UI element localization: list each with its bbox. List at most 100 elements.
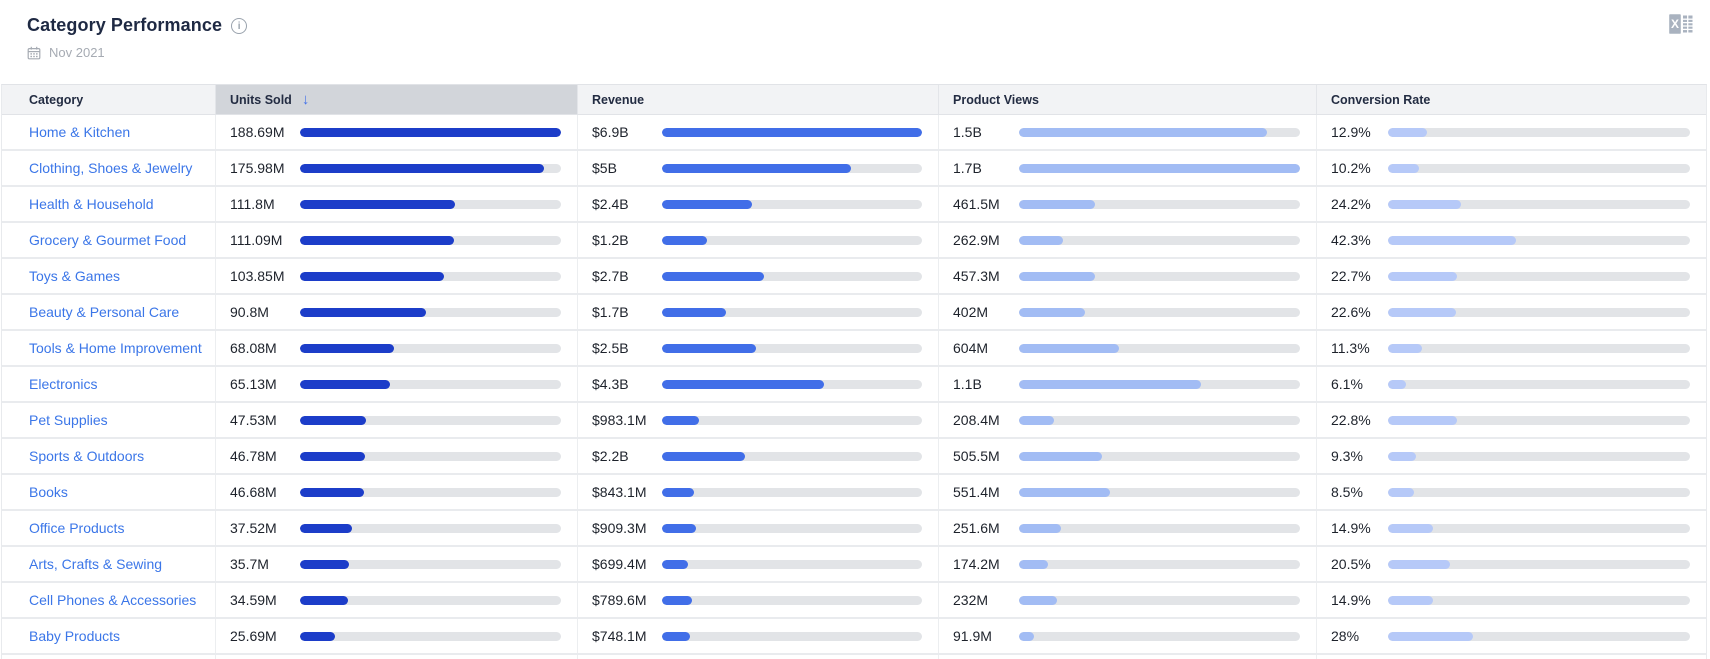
units-sold-bar-track <box>300 271 561 281</box>
revenue-bar-track <box>662 163 922 173</box>
table-row: Cell Phones & Accessories 34.59M $789.6M… <box>2 583 1706 619</box>
units-sold-value: 25.69M <box>230 628 277 644</box>
product-views-bar-track <box>1019 559 1300 569</box>
table-row: Office Products 37.52M $909.3M 251.6M 14… <box>2 511 1706 547</box>
product-views-bar-track <box>1019 631 1300 641</box>
info-icon[interactable]: i <box>231 18 248 34</box>
revenue-cell: $2.2B <box>577 439 938 473</box>
widget-header: Category Performance i Nov 2021 <box>0 0 1710 84</box>
conversion-rate-value: 8.5% <box>1331 484 1363 500</box>
svg-text:X: X <box>1671 17 1679 31</box>
units-sold-bar-track <box>300 451 561 461</box>
revenue-value: $789.6M <box>592 592 647 608</box>
units-sold-cell: 25.69M <box>215 619 577 653</box>
category-link[interactable]: Beauty & Personal Care <box>29 304 180 320</box>
conversion-rate-bar-track <box>1388 127 1690 137</box>
conversion-rate-bar-track <box>1388 307 1690 317</box>
conversion-rate-value: 22.8% <box>1331 412 1371 428</box>
conversion-rate-value: 24.2% <box>1331 196 1371 212</box>
conversion-rate-value: 11.3% <box>1331 340 1370 356</box>
category-cell: Grocery & Gourmet Food <box>2 223 215 257</box>
revenue-value: $5B <box>592 160 617 176</box>
product-views-bar-track <box>1019 487 1300 497</box>
conversion-rate-cell: 22.6% <box>1316 295 1706 329</box>
revenue-value: $983.1M <box>592 412 647 428</box>
units-sold-bar-track <box>300 127 561 137</box>
product-views-value: 1.1B <box>953 376 982 392</box>
revenue-value: $1.2B <box>592 232 629 248</box>
revenue-cell: $909.3M <box>577 511 938 545</box>
units-sold-cell: 103.85M <box>215 259 577 293</box>
category-link[interactable]: Home & Kitchen <box>29 124 131 140</box>
category-link[interactable]: Clothing, Shoes & Jewelry <box>29 160 193 176</box>
product-views-bar-track <box>1019 595 1300 605</box>
category-link[interactable]: Books <box>29 484 68 500</box>
revenue-bar-track <box>662 379 922 389</box>
product-views-value: 208.4M <box>953 412 1000 428</box>
column-header-product-views[interactable]: Product Views <box>938 85 1316 114</box>
category-link[interactable]: Baby Products <box>29 628 121 644</box>
product-views-bar <box>1019 595 1058 605</box>
conversion-rate-bar-track <box>1388 523 1690 533</box>
conversion-rate-value: 9.3% <box>1331 448 1363 464</box>
category-link[interactable]: Health & Household <box>29 196 154 212</box>
category-link[interactable]: Tools & Home Improvement <box>29 340 202 356</box>
product-views-cell: 402M <box>938 295 1316 329</box>
category-link[interactable]: Arts, Crafts & Sewing <box>29 556 163 572</box>
product-views-cell: 551.4M <box>938 475 1316 509</box>
units-sold-value: 111.8M <box>230 196 275 212</box>
units-sold-value: 47.53M <box>230 412 277 428</box>
category-cell: Tools & Home Improvement <box>2 331 215 365</box>
category-link[interactable]: Cell Phones & Accessories <box>29 592 197 608</box>
table-row: Clothing, Shoes & Jewelry 175.98M $5B 1.… <box>2 151 1706 187</box>
column-header-units-sold[interactable]: Units Sold ↓ <box>215 85 577 114</box>
revenue-bar-track <box>662 451 922 461</box>
units-sold-value: 37.52M <box>230 520 277 536</box>
table-row: Sports & Outdoors 46.78M $2.2B 505.5M 9.… <box>2 439 1706 475</box>
category-link[interactable]: Office Products <box>29 520 125 536</box>
product-views-value: 1.5B <box>953 124 982 140</box>
page-title: Category Performance <box>27 15 223 35</box>
conversion-rate-cell: 14.9% <box>1316 511 1706 545</box>
product-views-bar <box>1019 379 1201 389</box>
conversion-rate-cell: 11.3% <box>1316 331 1706 365</box>
product-views-bar-track <box>1019 451 1300 461</box>
product-views-cell: 232M <box>938 583 1316 617</box>
column-header-category[interactable]: Category <box>29 92 84 107</box>
units-sold-value: 103.85M <box>230 268 285 284</box>
conversion-rate-value: 6.1% <box>1331 376 1363 392</box>
conversion-rate-bar <box>1388 631 1473 641</box>
conversion-rate-value: 22.7% <box>1331 268 1371 284</box>
category-link[interactable]: Sports & Outdoors <box>29 448 145 464</box>
revenue-cell: $5B <box>577 151 938 185</box>
table-row: Pet Supplies 47.53M $983.1M 208.4M 22.8% <box>2 403 1706 439</box>
units-sold-bar <box>300 595 348 605</box>
column-header-revenue[interactable]: Revenue <box>577 85 938 114</box>
conversion-rate-value: 14.9% <box>1331 592 1371 608</box>
category-link[interactable]: Toys & Games <box>29 268 121 284</box>
units-sold-value: 175.98M <box>230 160 285 176</box>
conversion-rate-bar <box>1388 523 1433 533</box>
conversion-rate-bar <box>1388 379 1407 389</box>
units-sold-bar-track <box>300 631 561 641</box>
units-sold-value: 111.09M <box>230 232 283 248</box>
conversion-rate-bar-track <box>1388 631 1690 641</box>
category-link[interactable]: Grocery & Gourmet Food <box>29 232 187 248</box>
category-link[interactable]: Pet Supplies <box>29 412 108 428</box>
product-views-cell: 1.7B <box>938 151 1316 185</box>
product-views-cell: 91.9M <box>938 619 1316 653</box>
category-link[interactable]: Electronics <box>29 376 98 392</box>
conversion-rate-cell: 20.5% <box>1316 547 1706 581</box>
category-cell: Books <box>2 475 215 509</box>
product-views-value: 1.7B <box>953 160 982 176</box>
conversion-rate-value: 28% <box>1331 628 1360 644</box>
conversion-rate-cell: 12.9% <box>1316 115 1706 149</box>
product-views-value: 457.3M <box>953 268 1000 284</box>
conversion-rate-bar <box>1388 235 1516 245</box>
column-header-conversion-rate[interactable]: Conversion Rate <box>1316 85 1706 114</box>
category-cell: Pet Supplies <box>2 403 215 437</box>
export-excel-button[interactable]: X <box>1665 10 1696 39</box>
product-views-bar <box>1019 487 1111 497</box>
table-row: Grocery & Gourmet Food 111.09M $1.2B 262… <box>2 223 1706 259</box>
revenue-bar <box>662 343 757 353</box>
